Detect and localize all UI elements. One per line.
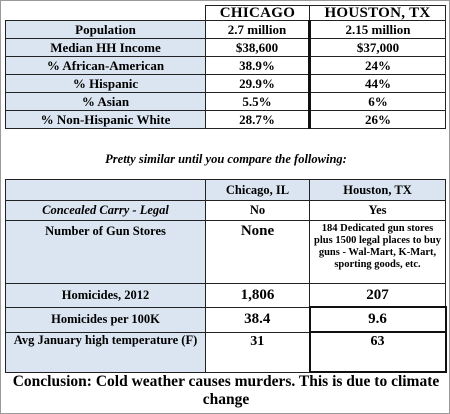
- table-row: Median HH Income $38,600 $37,000: [5, 38, 446, 57]
- chicago-value: 1,806: [205, 283, 310, 308]
- row-label: Number of Gun Stores: [5, 220, 206, 284]
- row-label: Homicides per 100K: [5, 306, 206, 333]
- comparison-header-row: Chicago, IL Houston, TX: [5, 179, 446, 201]
- header-houston: Houston, TX: [309, 179, 446, 201]
- comparison-table: Chicago, IL Houston, TX Concealed Carry …: [5, 179, 447, 373]
- houston-value: 26%: [309, 110, 446, 129]
- table-row: Avg January high temperature (F) 31 63: [5, 331, 447, 373]
- houston-value: 184 Dedicated gun stores plus 1500 legal…: [309, 220, 446, 284]
- table-row: Homicides per 100K 38.4 9.6: [5, 306, 447, 333]
- header-city-a: CHICAGO: [205, 5, 310, 21]
- chicago-value: 38.9%: [205, 56, 311, 75]
- houston-value: 2.15 million: [309, 20, 446, 39]
- chicago-value: 31: [205, 331, 310, 373]
- comparison-caption: Pretty similar until you compare the fol…: [105, 152, 347, 166]
- table-row: % African-American 38.9% 24%: [5, 56, 446, 75]
- chicago-value: $38,600: [205, 38, 311, 57]
- row-label: Avg January high temperature (F): [5, 331, 206, 373]
- houston-value: 44%: [309, 74, 446, 93]
- row-label: % Hispanic: [5, 74, 206, 93]
- table-row: Population 2.7 million 2.15 million: [5, 20, 446, 39]
- houston-value: 63: [308, 331, 447, 373]
- houston-value: 9.6: [308, 306, 447, 333]
- header-blank-cell: [5, 5, 206, 21]
- row-label: Homicides, 2012: [5, 283, 206, 308]
- table-row: Homicides, 2012 1,806 207: [5, 283, 446, 308]
- header-city-b: HOUSTON, TX: [309, 5, 446, 21]
- demographics-table: CHICAGO HOUSTON, TX Population 2.7 milli…: [5, 5, 446, 129]
- table-row: Number of Gun Stores None 184 Dedicated …: [5, 220, 446, 284]
- houston-value: 24%: [309, 56, 446, 75]
- header-blank-cell: [5, 179, 206, 201]
- chicago-value: 38.4: [205, 306, 310, 333]
- header-chicago: Chicago, IL: [205, 179, 310, 201]
- chicago-value: 5.5%: [205, 92, 311, 111]
- row-label: Population: [5, 20, 206, 39]
- table-row: % Asian 5.5% 6%: [5, 92, 446, 111]
- demographics-header-row: CHICAGO HOUSTON, TX: [5, 5, 446, 21]
- table-row: % Hispanic 29.9% 44%: [5, 74, 446, 93]
- row-label: Median HH Income: [5, 38, 206, 57]
- table-row: % Non-Hispanic White 28.7% 26%: [5, 110, 446, 129]
- chicago-value: 2.7 million: [205, 20, 311, 39]
- row-label: % Asian: [5, 92, 206, 111]
- table-row: Concealed Carry - Legal No Yes: [5, 200, 446, 221]
- row-label: % Non-Hispanic White: [5, 110, 206, 129]
- houston-value: Yes: [309, 200, 446, 221]
- chicago-value: None: [205, 220, 310, 284]
- houston-value: $37,000: [309, 38, 446, 57]
- row-label: Concealed Carry - Legal: [5, 200, 206, 221]
- chicago-value: 28.7%: [205, 110, 311, 129]
- chicago-value: 29.9%: [205, 74, 311, 93]
- houston-value: 6%: [309, 92, 446, 111]
- chicago-value: No: [205, 200, 310, 221]
- row-label: % African-American: [5, 56, 206, 75]
- conclusion-text: Conclusion: Cold weather causes murders.…: [12, 373, 440, 408]
- houston-value: 207: [309, 283, 446, 308]
